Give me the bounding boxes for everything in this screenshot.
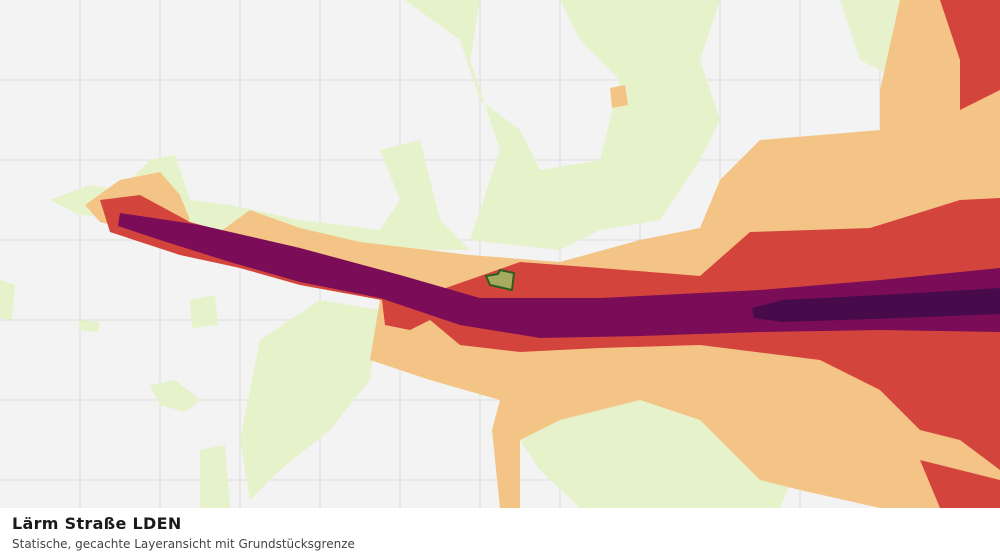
noise-zone-extreme [752, 288, 1000, 322]
map-subtitle: Statische, gecachte Layeransicht mit Gru… [12, 537, 355, 551]
parcel-boundary[interactable] [484, 268, 516, 292]
caption-panel: Lärm Straße LDEN Statische, gecachte Lay… [0, 508, 1000, 560]
map-title: Lärm Straße LDEN [12, 514, 182, 533]
